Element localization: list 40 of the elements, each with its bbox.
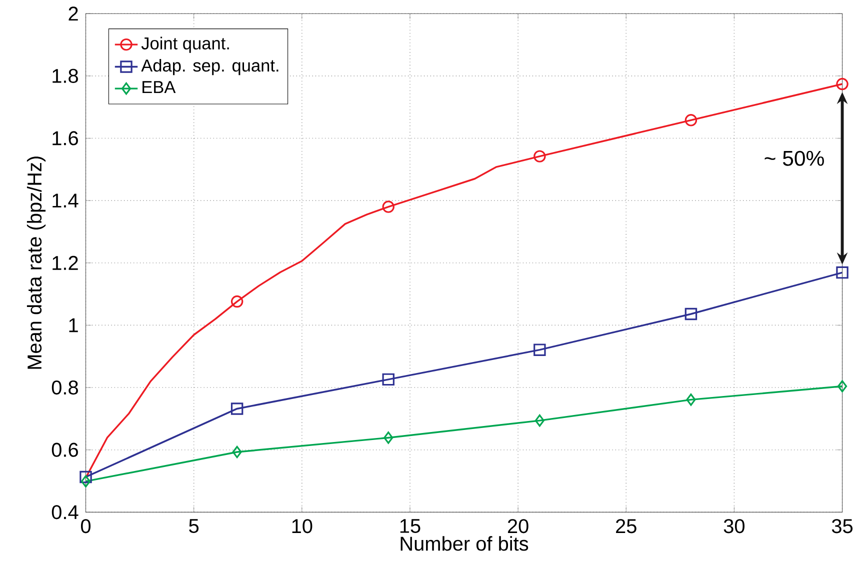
point — [684, 308, 698, 320]
y-axis-title: Mean data rate (bpz/Hz) — [26, 156, 46, 369]
point — [80, 470, 92, 484]
point — [686, 394, 696, 406]
legend-label: Joint quant. — [141, 36, 229, 53]
point — [684, 114, 698, 126]
point — [230, 295, 244, 308]
legend-label: Adap. sep. quant. — [141, 58, 278, 76]
point — [836, 266, 848, 279]
point — [836, 78, 848, 90]
x-tick-label: 30 — [724, 519, 744, 534]
x-axis-title: Number of bits — [400, 536, 528, 551]
y-tick-label: 0.4 — [52, 505, 78, 520]
y-tick-label: 0.8 — [52, 380, 78, 395]
x-tick-label: 25 — [616, 519, 636, 534]
point — [534, 414, 544, 427]
point — [230, 402, 244, 415]
x-tick-label: 5 — [189, 519, 199, 533]
point — [837, 380, 848, 392]
point — [534, 344, 546, 356]
x-tick-label: 20 — [508, 519, 528, 534]
point — [80, 475, 91, 488]
x-tick-label: 10 — [292, 519, 312, 534]
point — [384, 432, 394, 444]
y-tick-label: 1.8 — [52, 68, 78, 83]
legend-label: EBA — [142, 81, 176, 94]
x-tick-label: 0 — [80, 519, 91, 534]
point — [382, 373, 394, 386]
y-tick-label: 2 — [68, 6, 78, 21]
y-tick-label: 1.2 — [52, 256, 78, 270]
point — [382, 200, 394, 213]
point — [232, 446, 242, 458]
annotation: ~ 50% — [764, 150, 824, 166]
x-tick-label: 35 — [832, 519, 853, 534]
y-tick-label: 1 — [69, 318, 78, 332]
y-tick-label: 1.4 — [52, 194, 78, 208]
y-tick-label: 1.6 — [52, 131, 78, 146]
y-tick-label: 0.6 — [52, 442, 78, 457]
point — [534, 150, 546, 162]
x-tick-label: 15 — [400, 519, 420, 533]
